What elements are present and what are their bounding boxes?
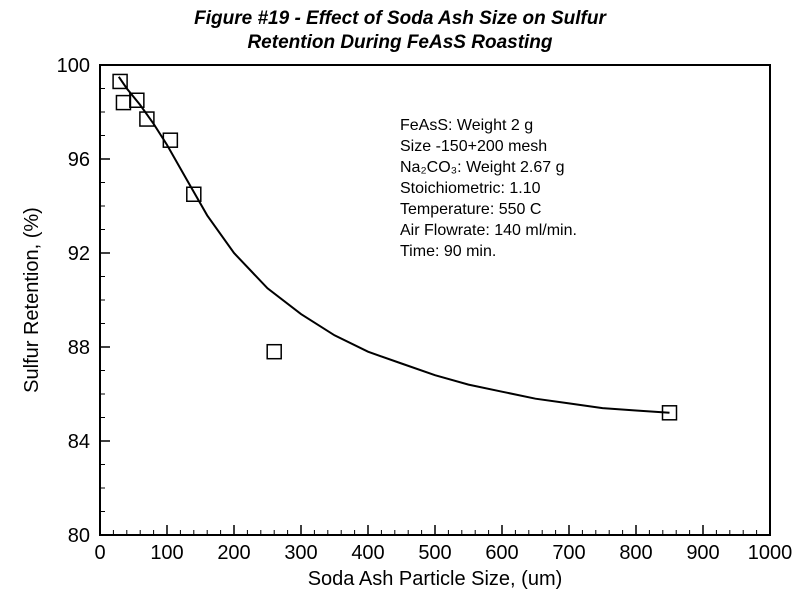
data-marker (267, 345, 281, 359)
x-tick-label: 400 (351, 542, 384, 564)
annotation-line: Temperature: 550 C (400, 201, 541, 218)
y-tick-label: 96 (68, 149, 90, 171)
annotation-line: Size -150+200 mesh (400, 138, 547, 155)
x-tick-label: 500 (418, 542, 451, 564)
annotation-line: Na₂CO₃: Weight 2.67 g (400, 159, 565, 176)
x-axis-label: Soda Ash Particle Size, (um) (308, 568, 563, 590)
y-tick-label: 100 (57, 55, 90, 77)
annotation-line: Stoichiometric: 1.10 (400, 180, 541, 197)
plot-border (100, 65, 770, 535)
y-tick-label: 84 (68, 431, 90, 453)
x-tick-label: 900 (686, 542, 719, 564)
chart-title-line1: Figure #19 - Effect of Soda Ash Size on … (194, 8, 607, 29)
y-tick-label: 80 (68, 525, 90, 547)
annotation-line: FeAsS: Weight 2 g (400, 117, 533, 134)
x-tick-label: 800 (619, 542, 652, 564)
data-marker (116, 96, 130, 110)
x-tick-label: 600 (485, 542, 518, 564)
y-tick-label: 88 (68, 337, 90, 359)
chart-container: Figure #19 - Effect of Soda Ash Size on … (0, 0, 800, 591)
annotation-line: Air Flowrate: 140 ml/min. (400, 222, 577, 239)
chart-svg: Figure #19 - Effect of Soda Ash Size on … (0, 0, 800, 591)
y-tick-label: 92 (68, 243, 90, 265)
x-tick-label: 300 (284, 542, 317, 564)
chart-title-line2: Retention During FeAsS Roasting (247, 32, 552, 53)
y-axis-label: Sulfur Retention, (%) (21, 207, 43, 393)
data-marker (163, 133, 177, 147)
annotation-line: Time: 90 min. (400, 243, 496, 260)
fitted-curve (119, 77, 670, 413)
x-tick-label: 100 (150, 542, 183, 564)
x-tick-label: 700 (552, 542, 585, 564)
x-tick-label: 200 (217, 542, 250, 564)
x-tick-label: 1000 (748, 542, 793, 564)
x-tick-label: 0 (94, 542, 105, 564)
